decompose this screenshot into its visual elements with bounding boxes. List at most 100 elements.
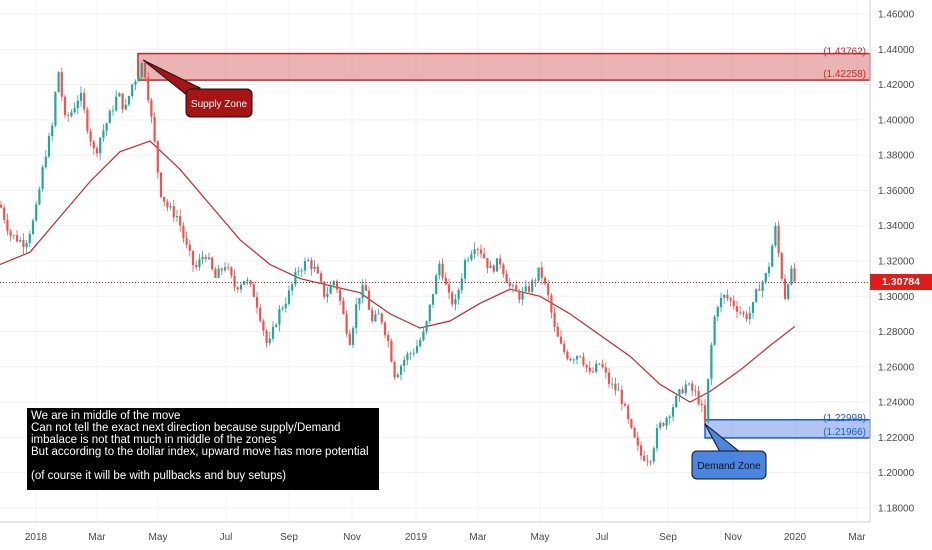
candle-body	[25, 243, 28, 248]
candle-down	[534, 278, 537, 288]
candle-body	[236, 287, 239, 290]
candle-down	[319, 270, 323, 284]
candle-down	[566, 349, 569, 361]
x-tick-label: Jul	[220, 532, 233, 543]
candle-body	[463, 260, 467, 279]
candle-body	[246, 280, 249, 282]
candle-body	[460, 278, 463, 291]
candle-down	[383, 320, 387, 339]
candle-up	[291, 283, 294, 296]
candle-body	[547, 283, 550, 296]
candle-body	[9, 231, 12, 236]
candle-body	[287, 290, 291, 304]
candle-body	[518, 291, 521, 300]
candle-body	[620, 389, 623, 404]
candle-body	[607, 372, 611, 384]
candle-body	[425, 321, 428, 332]
candle-up	[102, 124, 105, 142]
candle-body	[310, 260, 313, 270]
candle-up	[668, 414, 671, 425]
candle-body	[73, 108, 76, 113]
candle-body	[713, 316, 716, 345]
candle-body	[710, 344, 713, 379]
candle-body	[457, 290, 460, 300]
candle-body	[79, 92, 83, 101]
y-tick-label: 1.36000	[878, 186, 915, 197]
candle-down	[735, 300, 739, 319]
candle-down	[486, 258, 489, 274]
time-axis[interactable]: 2018 Mar May Jul Sep Nov 2019 Mar May Jul Sep Nov 20…	[25, 532, 866, 543]
candle-body	[300, 270, 303, 272]
candle-up	[332, 280, 335, 289]
candle-body	[271, 326, 275, 339]
y-tick-label: 1.38000	[878, 151, 915, 162]
candle-up	[351, 326, 355, 348]
candle-up	[281, 305, 284, 312]
candle-up	[239, 281, 243, 293]
candle-up	[268, 332, 271, 346]
candle-body	[131, 84, 134, 97]
candle-down	[172, 199, 175, 222]
candle-down	[233, 269, 236, 292]
candle-body	[364, 285, 367, 291]
y-tick-label: 1.24000	[878, 398, 915, 409]
candle-up	[438, 260, 441, 280]
candle-body	[755, 289, 758, 302]
candle-down	[793, 263, 796, 284]
candle-body	[556, 326, 559, 337]
candle-up	[575, 355, 579, 365]
candle-body	[598, 363, 601, 365]
candle-up	[665, 416, 668, 430]
candle-up	[28, 230, 31, 248]
candle-up	[38, 186, 41, 206]
candle-body	[111, 110, 115, 112]
candle-down	[601, 359, 604, 369]
candle-down	[569, 357, 572, 362]
candle-body	[153, 116, 156, 142]
candle-body	[617, 389, 620, 391]
candle-body	[444, 277, 447, 285]
candle-up	[57, 71, 60, 93]
candle-body	[0, 204, 3, 208]
candle-body	[47, 136, 51, 157]
candle-up	[521, 287, 524, 306]
candle-up	[406, 351, 409, 366]
demand-callout-label: Demand Zone	[697, 461, 761, 472]
candle-body	[284, 303, 287, 309]
candle-body	[451, 292, 454, 305]
y-tick-label: 1.20000	[878, 468, 915, 479]
candle-up	[111, 105, 115, 116]
candle-up	[297, 267, 300, 276]
candle-body	[454, 299, 457, 305]
candle-up	[431, 294, 435, 308]
candle-body	[99, 137, 102, 154]
candle-body	[524, 286, 527, 292]
candle-body	[585, 364, 588, 368]
candle-down	[220, 267, 223, 275]
candle-down	[620, 385, 623, 411]
candle-up	[303, 257, 307, 275]
candle-body	[31, 220, 35, 234]
candle-body	[406, 354, 409, 360]
candle-body	[678, 389, 681, 397]
candle-down	[252, 281, 255, 298]
candle-body	[319, 273, 323, 282]
candle-down	[67, 112, 70, 122]
candle-body	[239, 284, 243, 290]
candle-body	[41, 167, 44, 190]
candle-down	[556, 322, 559, 337]
candle-body	[6, 219, 9, 232]
candle-body	[611, 383, 614, 385]
candle-down	[150, 97, 153, 124]
candle-down	[3, 204, 6, 224]
candle-up	[595, 359, 598, 374]
candle-up	[425, 320, 428, 335]
candle-down	[729, 297, 732, 307]
candle-body	[438, 263, 441, 276]
candle-body	[668, 416, 671, 418]
price-axis[interactable]: 1.46000 1.44000 1.42000 1.40000 1.38000 1.360…	[878, 10, 915, 515]
demand-callout-box	[691, 450, 767, 480]
candle-body	[511, 285, 515, 287]
candle-body	[28, 233, 31, 244]
